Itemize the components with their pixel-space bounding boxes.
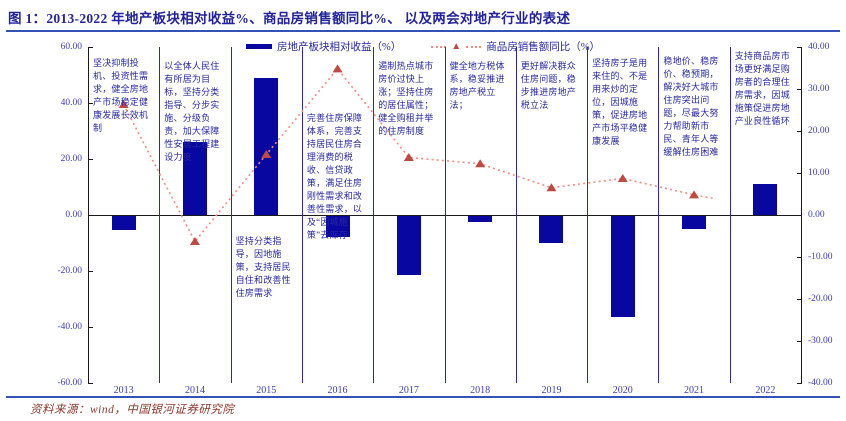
sales-yoy-marker xyxy=(261,150,272,159)
annotation-2016: 完善住房保障体系，完善支持居民住房合理消费的税收、信贷政策，满足住房刚性需求和改… xyxy=(306,113,363,240)
bar-series-swatch xyxy=(246,44,273,49)
bar-2019 xyxy=(539,216,564,243)
legend: 房地产板块相对收益（%） ▲ 商品房销售额同比（%） xyxy=(0,39,846,54)
legend-bars-label: 房地产板块相对收益（%） xyxy=(277,42,402,53)
annotation-2015: 坚持分类指导，因地施策，支持居民自住和改善性住房需求 xyxy=(235,236,291,298)
bar-2020 xyxy=(610,216,635,317)
column-separator xyxy=(159,47,161,383)
column-separator xyxy=(230,47,232,383)
annotation-2014: 以全体人民住有所居为目标，坚持分类指导、分步实施、分级负责，加大保障性安居工程建… xyxy=(164,61,220,162)
left-axis-tick xyxy=(88,103,93,104)
left-axis-tick-label: -40.00 xyxy=(57,322,82,332)
bar-2014 xyxy=(182,142,207,215)
bar-2018 xyxy=(468,216,493,222)
left-axis-tick-label: 40.00 xyxy=(60,98,82,108)
right-axis-tick-label: 20.00 xyxy=(808,126,830,136)
x-axis-label-2021: 2021 xyxy=(684,385,705,396)
annotation-2013: 坚决抑制投机、投资性需求，健全房地产市场稳定健康发展长效机制 xyxy=(93,58,149,133)
x-axis-label-2014: 2014 xyxy=(184,385,205,396)
sales-yoy-marker xyxy=(546,183,557,192)
annotation-2020: 坚持房子是用来住的、不是用来炒的定位，因城施策，促进房地产市场平稳健康发展 xyxy=(592,58,648,146)
right-axis-tick-label: 0.00 xyxy=(808,210,825,220)
x-axis-label-2016: 2016 xyxy=(327,385,348,396)
triangle-marker-icon: ▲ xyxy=(451,40,462,52)
right-axis-tick xyxy=(797,89,802,90)
source-note: 资料来源：wind，中国银河证券研究院 xyxy=(30,404,235,416)
bar-2022 xyxy=(753,184,778,215)
x-axis-label-2022: 2022 xyxy=(755,385,776,396)
annotation-2022: 支持商品房市场更好满足购房者的合理住房需求，因城施策促进房地产业良性循环 xyxy=(734,51,790,126)
annotation-2019: 更好解决群众住房问题，稳步推进房地产税立法 xyxy=(520,61,576,110)
left-axis-tick xyxy=(88,271,93,272)
left-axis-tick-label: -20.00 xyxy=(57,266,82,276)
x-axis-label-2019: 2019 xyxy=(541,385,562,396)
column-separator xyxy=(658,47,660,383)
column-separator xyxy=(301,47,303,383)
left-axis-tick xyxy=(88,215,93,216)
left-axis-tick-label: 0.00 xyxy=(65,210,82,220)
right-axis-tick-label: -40.00 xyxy=(808,378,833,388)
right-axis-tick xyxy=(797,257,802,258)
left-axis-tick xyxy=(88,159,93,160)
legend-item-bars: 房地产板块相对收益（%） xyxy=(246,39,401,54)
bar-2016 xyxy=(325,216,350,237)
left-axis-tick-label: 60.00 xyxy=(60,42,82,52)
title-underline xyxy=(6,30,840,32)
column-separator xyxy=(515,47,517,383)
x-axis-label-2013: 2013 xyxy=(113,385,134,396)
legend-line-label: 商品房销售额同比（%） xyxy=(486,42,600,53)
x-axis-label-2020: 2020 xyxy=(612,385,633,396)
legend-item-line: ▲ 商品房销售额同比（%） xyxy=(431,39,600,54)
bar-2021 xyxy=(682,216,707,229)
bar-2015 xyxy=(254,77,279,215)
right-axis-tick-label: -30.00 xyxy=(808,336,833,346)
left-axis-tick xyxy=(88,383,93,384)
sales-yoy-marker xyxy=(189,236,200,245)
column-separator xyxy=(444,47,446,383)
right-axis-tick xyxy=(797,383,802,384)
x-axis-label-2015: 2015 xyxy=(256,385,277,396)
dotted-line-swatch xyxy=(466,45,482,48)
left-axis-tick xyxy=(88,47,93,48)
figure-bottom-rule xyxy=(6,396,840,398)
right-axis-tick xyxy=(797,173,802,174)
dotted-line-swatch xyxy=(431,45,447,48)
left-axis-tick-label: -60.00 xyxy=(57,378,82,388)
column-separator xyxy=(373,47,375,383)
right-axis-tick xyxy=(797,47,802,48)
sales-yoy-marker xyxy=(403,152,414,161)
sales-yoy-marker xyxy=(689,190,700,199)
right-axis-tick-label: 40.00 xyxy=(808,42,830,52)
right-axis-tick-label: 10.00 xyxy=(808,168,830,178)
right-axis-tick xyxy=(797,131,802,132)
column-separator xyxy=(729,47,731,383)
bar-2017 xyxy=(396,216,421,275)
right-axis-tick xyxy=(797,215,802,216)
annotation-2017: 遏制热点城市房价过快上涨；坚持住房的居住属性；健全购租并举的住房制度 xyxy=(378,61,434,136)
right-axis-tick xyxy=(797,341,802,342)
right-axis-tick-label: -20.00 xyxy=(808,294,833,304)
right-axis-tick xyxy=(797,299,802,300)
column-separator xyxy=(587,47,589,383)
annotation-2021: 稳地价、稳房价、稳预期，解决好大城市住房突出问题，尽最大努力帮助新市民、青年人等… xyxy=(663,56,719,157)
right-axis-tick-label: -10.00 xyxy=(808,252,833,262)
sales-yoy-marker xyxy=(332,64,343,73)
bar-2013 xyxy=(111,216,136,230)
right-axis-tick-label: 30.00 xyxy=(808,84,830,94)
left-axis-tick-label: 20.00 xyxy=(60,154,82,164)
sales-yoy-marker xyxy=(475,159,486,168)
figure-title: 图 1：2013-2022 年地产板块相对收益%、商品房销售额同比%、 以及两会… xyxy=(8,11,571,26)
sales-yoy-marker xyxy=(118,100,129,109)
x-axis-label-2017: 2017 xyxy=(398,385,419,396)
sales-yoy-marker xyxy=(617,173,628,182)
annotation-2018: 健全地方税体系，稳妥推进房地产税立法； xyxy=(449,61,505,110)
left-axis-tick xyxy=(88,327,93,328)
x-axis-label-2018: 2018 xyxy=(470,385,491,396)
